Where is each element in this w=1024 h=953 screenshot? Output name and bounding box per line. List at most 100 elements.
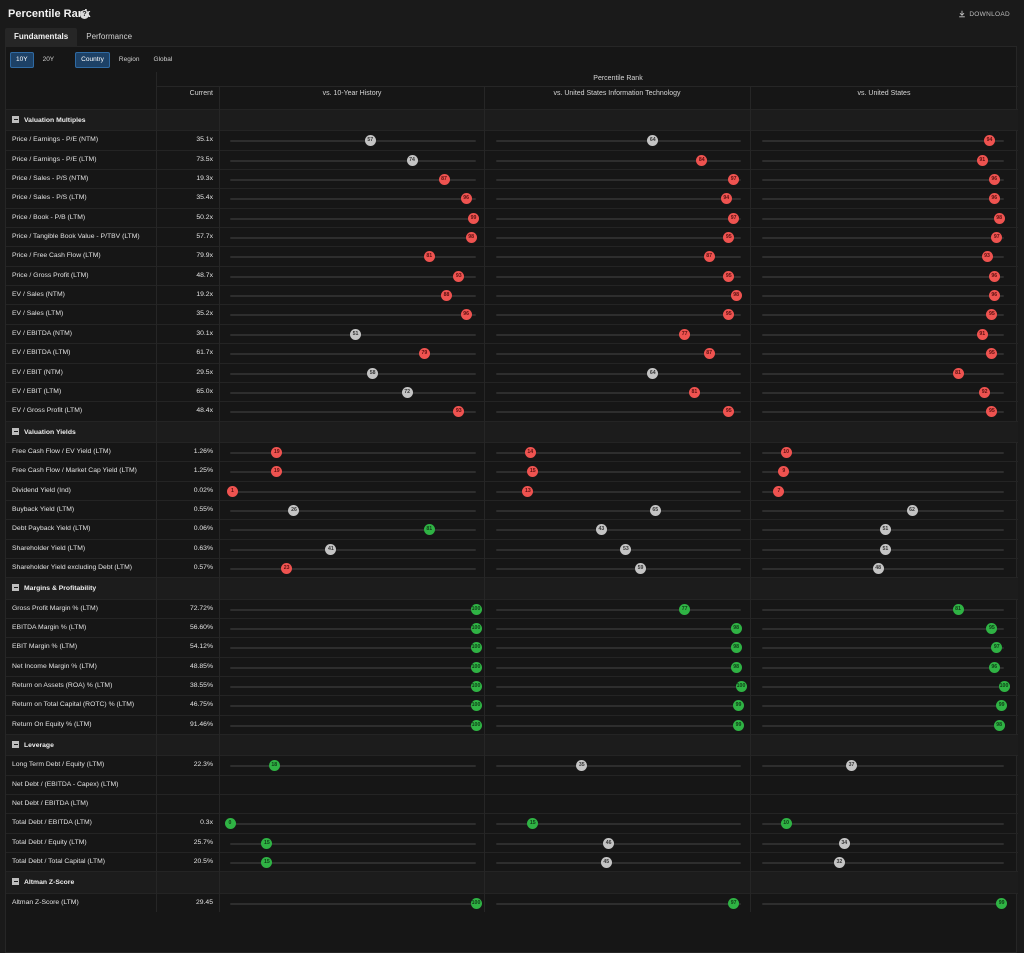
percentile-marker[interactable]: 19 (271, 466, 283, 478)
percentile-marker[interactable]: 79 (418, 348, 430, 360)
percentile-marker[interactable]: 10 (780, 446, 792, 458)
percentile-marker[interactable]: 87 (438, 174, 450, 185)
scope-toggle-global[interactable]: Global (153, 56, 173, 63)
percentile-marker[interactable]: 51 (879, 543, 891, 555)
percentile-marker[interactable]: 100 (470, 661, 482, 673)
percentile-marker[interactable]: 62 (906, 504, 918, 516)
percentile-marker[interactable]: 99 (996, 897, 1008, 909)
percentile-marker[interactable]: 100 (470, 719, 482, 731)
percentile-marker[interactable]: 81 (688, 386, 700, 398)
percentile-marker[interactable]: 96 (460, 193, 472, 205)
percentile-marker[interactable]: 37 (846, 760, 858, 772)
percentile-marker[interactable]: 65 (649, 504, 661, 516)
percentile-marker[interactable]: 91 (976, 328, 988, 340)
percentile-marker[interactable]: 98 (730, 290, 742, 302)
section-header[interactable]: Leverage (6, 734, 1018, 756)
section-header[interactable]: Valuation Multiples (6, 109, 1018, 131)
percentile-marker[interactable]: 35 (576, 760, 588, 772)
percentile-marker[interactable]: 13 (522, 485, 534, 497)
scope-toggle-region[interactable]: Region (118, 56, 140, 63)
percentile-marker[interactable]: 98 (730, 642, 742, 654)
percentile-marker[interactable]: 97 (728, 212, 740, 224)
percentile-marker[interactable]: 95 (986, 622, 998, 634)
collapse-icon[interactable] (12, 878, 19, 886)
percentile-marker[interactable]: 98 (993, 212, 1005, 224)
collapse-icon[interactable] (12, 116, 19, 123)
percentile-marker[interactable]: 97 (991, 232, 1003, 244)
percentile-marker[interactable]: 26 (288, 504, 300, 516)
section-header[interactable]: Altman Z-Score (6, 871, 1018, 893)
percentile-marker[interactable]: 48 (872, 562, 884, 574)
percentile-marker[interactable]: 64 (647, 135, 659, 147)
percentile-marker[interactable]: 87 (703, 251, 715, 263)
percentile-marker[interactable]: 96 (988, 661, 1000, 673)
percentile-marker[interactable]: 9 (778, 466, 790, 478)
help-icon[interactable]: ? (80, 10, 89, 19)
tab-performance[interactable]: Performance (86, 32, 133, 41)
percentile-marker[interactable]: 15 (527, 466, 539, 478)
percentile-marker[interactable]: 100 (735, 681, 747, 692)
percentile-marker[interactable]: 74 (406, 154, 418, 166)
percentile-marker[interactable]: 97 (991, 642, 1003, 654)
percentile-marker[interactable]: 77 (679, 603, 691, 615)
percentile-marker[interactable]: 32 (833, 857, 845, 869)
percentile-marker[interactable]: 93 (453, 406, 465, 418)
percentile-marker[interactable]: 53 (620, 543, 632, 555)
percentile-marker[interactable]: 95 (723, 232, 735, 244)
percentile-marker[interactable]: 96 (988, 270, 1000, 282)
percentile-marker[interactable]: 64 (647, 367, 659, 379)
percentile-marker[interactable]: 15 (527, 818, 539, 830)
period-toggle-10y[interactable]: 10Y (10, 52, 34, 68)
percentile-marker[interactable]: 100 (998, 681, 1010, 692)
percentile-marker[interactable]: 96 (988, 290, 1000, 302)
percentile-marker[interactable]: 81 (423, 524, 435, 536)
percentile-marker[interactable]: 15 (261, 837, 273, 849)
percentile-marker[interactable]: 51 (349, 328, 361, 340)
percentile-marker[interactable]: 0 (224, 818, 236, 830)
percentile-marker[interactable]: 77 (679, 328, 691, 340)
download-button[interactable]: DOWNLOAD (958, 10, 1010, 18)
percentile-marker[interactable]: 41 (325, 543, 337, 555)
percentile-marker[interactable]: 92 (979, 386, 991, 398)
percentile-marker[interactable]: 81 (423, 251, 435, 263)
percentile-marker[interactable]: 51 (879, 524, 891, 536)
tab-fundamentals[interactable]: Fundamentals (5, 28, 78, 46)
percentile-marker[interactable]: 96 (988, 193, 1000, 205)
percentile-marker[interactable]: 95 (723, 270, 735, 282)
percentile-marker[interactable]: 45 (600, 857, 612, 869)
percentile-marker[interactable]: 100 (470, 700, 482, 712)
percentile-marker[interactable]: 91 (976, 154, 988, 166)
percentile-marker[interactable]: 97 (728, 897, 740, 909)
percentile-marker[interactable]: 59 (635, 562, 647, 574)
percentile-marker[interactable]: 98 (730, 622, 742, 634)
percentile-marker[interactable]: 100 (470, 681, 482, 692)
percentile-marker[interactable]: 18 (268, 760, 280, 772)
percentile-marker[interactable]: 98 (730, 661, 742, 673)
percentile-marker[interactable]: 23 (281, 562, 293, 574)
percentile-marker[interactable]: 96 (988, 174, 1000, 185)
section-header[interactable]: Margins & Profitability (6, 577, 1018, 599)
percentile-marker[interactable]: 95 (986, 309, 998, 321)
percentile-marker[interactable]: 58 (367, 367, 379, 379)
percentile-marker[interactable]: 46 (603, 837, 615, 849)
percentile-marker[interactable]: 100 (470, 622, 482, 634)
percentile-marker[interactable]: 95 (723, 309, 735, 321)
percentile-marker[interactable]: 95 (723, 406, 735, 418)
percentile-marker[interactable]: 72 (401, 386, 413, 398)
percentile-marker[interactable]: 93 (453, 270, 465, 282)
percentile-marker[interactable]: 15 (261, 857, 273, 869)
percentile-marker[interactable]: 97 (728, 174, 740, 185)
period-toggle-20y[interactable]: 20Y (42, 56, 55, 63)
percentile-marker[interactable]: 87 (703, 348, 715, 360)
percentile-marker[interactable]: 81 (952, 367, 964, 379)
percentile-marker[interactable]: 14 (524, 446, 536, 458)
section-header[interactable]: Valuation Yields (6, 420, 1018, 442)
percentile-marker[interactable]: 98 (993, 719, 1005, 731)
percentile-marker[interactable]: 93 (981, 251, 993, 263)
percentile-marker[interactable]: 94 (983, 135, 995, 147)
percentile-marker[interactable]: 99 (468, 212, 480, 224)
percentile-marker[interactable]: 100 (470, 897, 482, 909)
percentile-marker[interactable]: 7 (773, 485, 785, 497)
percentile-marker[interactable]: 1 (226, 485, 238, 497)
collapse-icon[interactable] (12, 427, 19, 435)
